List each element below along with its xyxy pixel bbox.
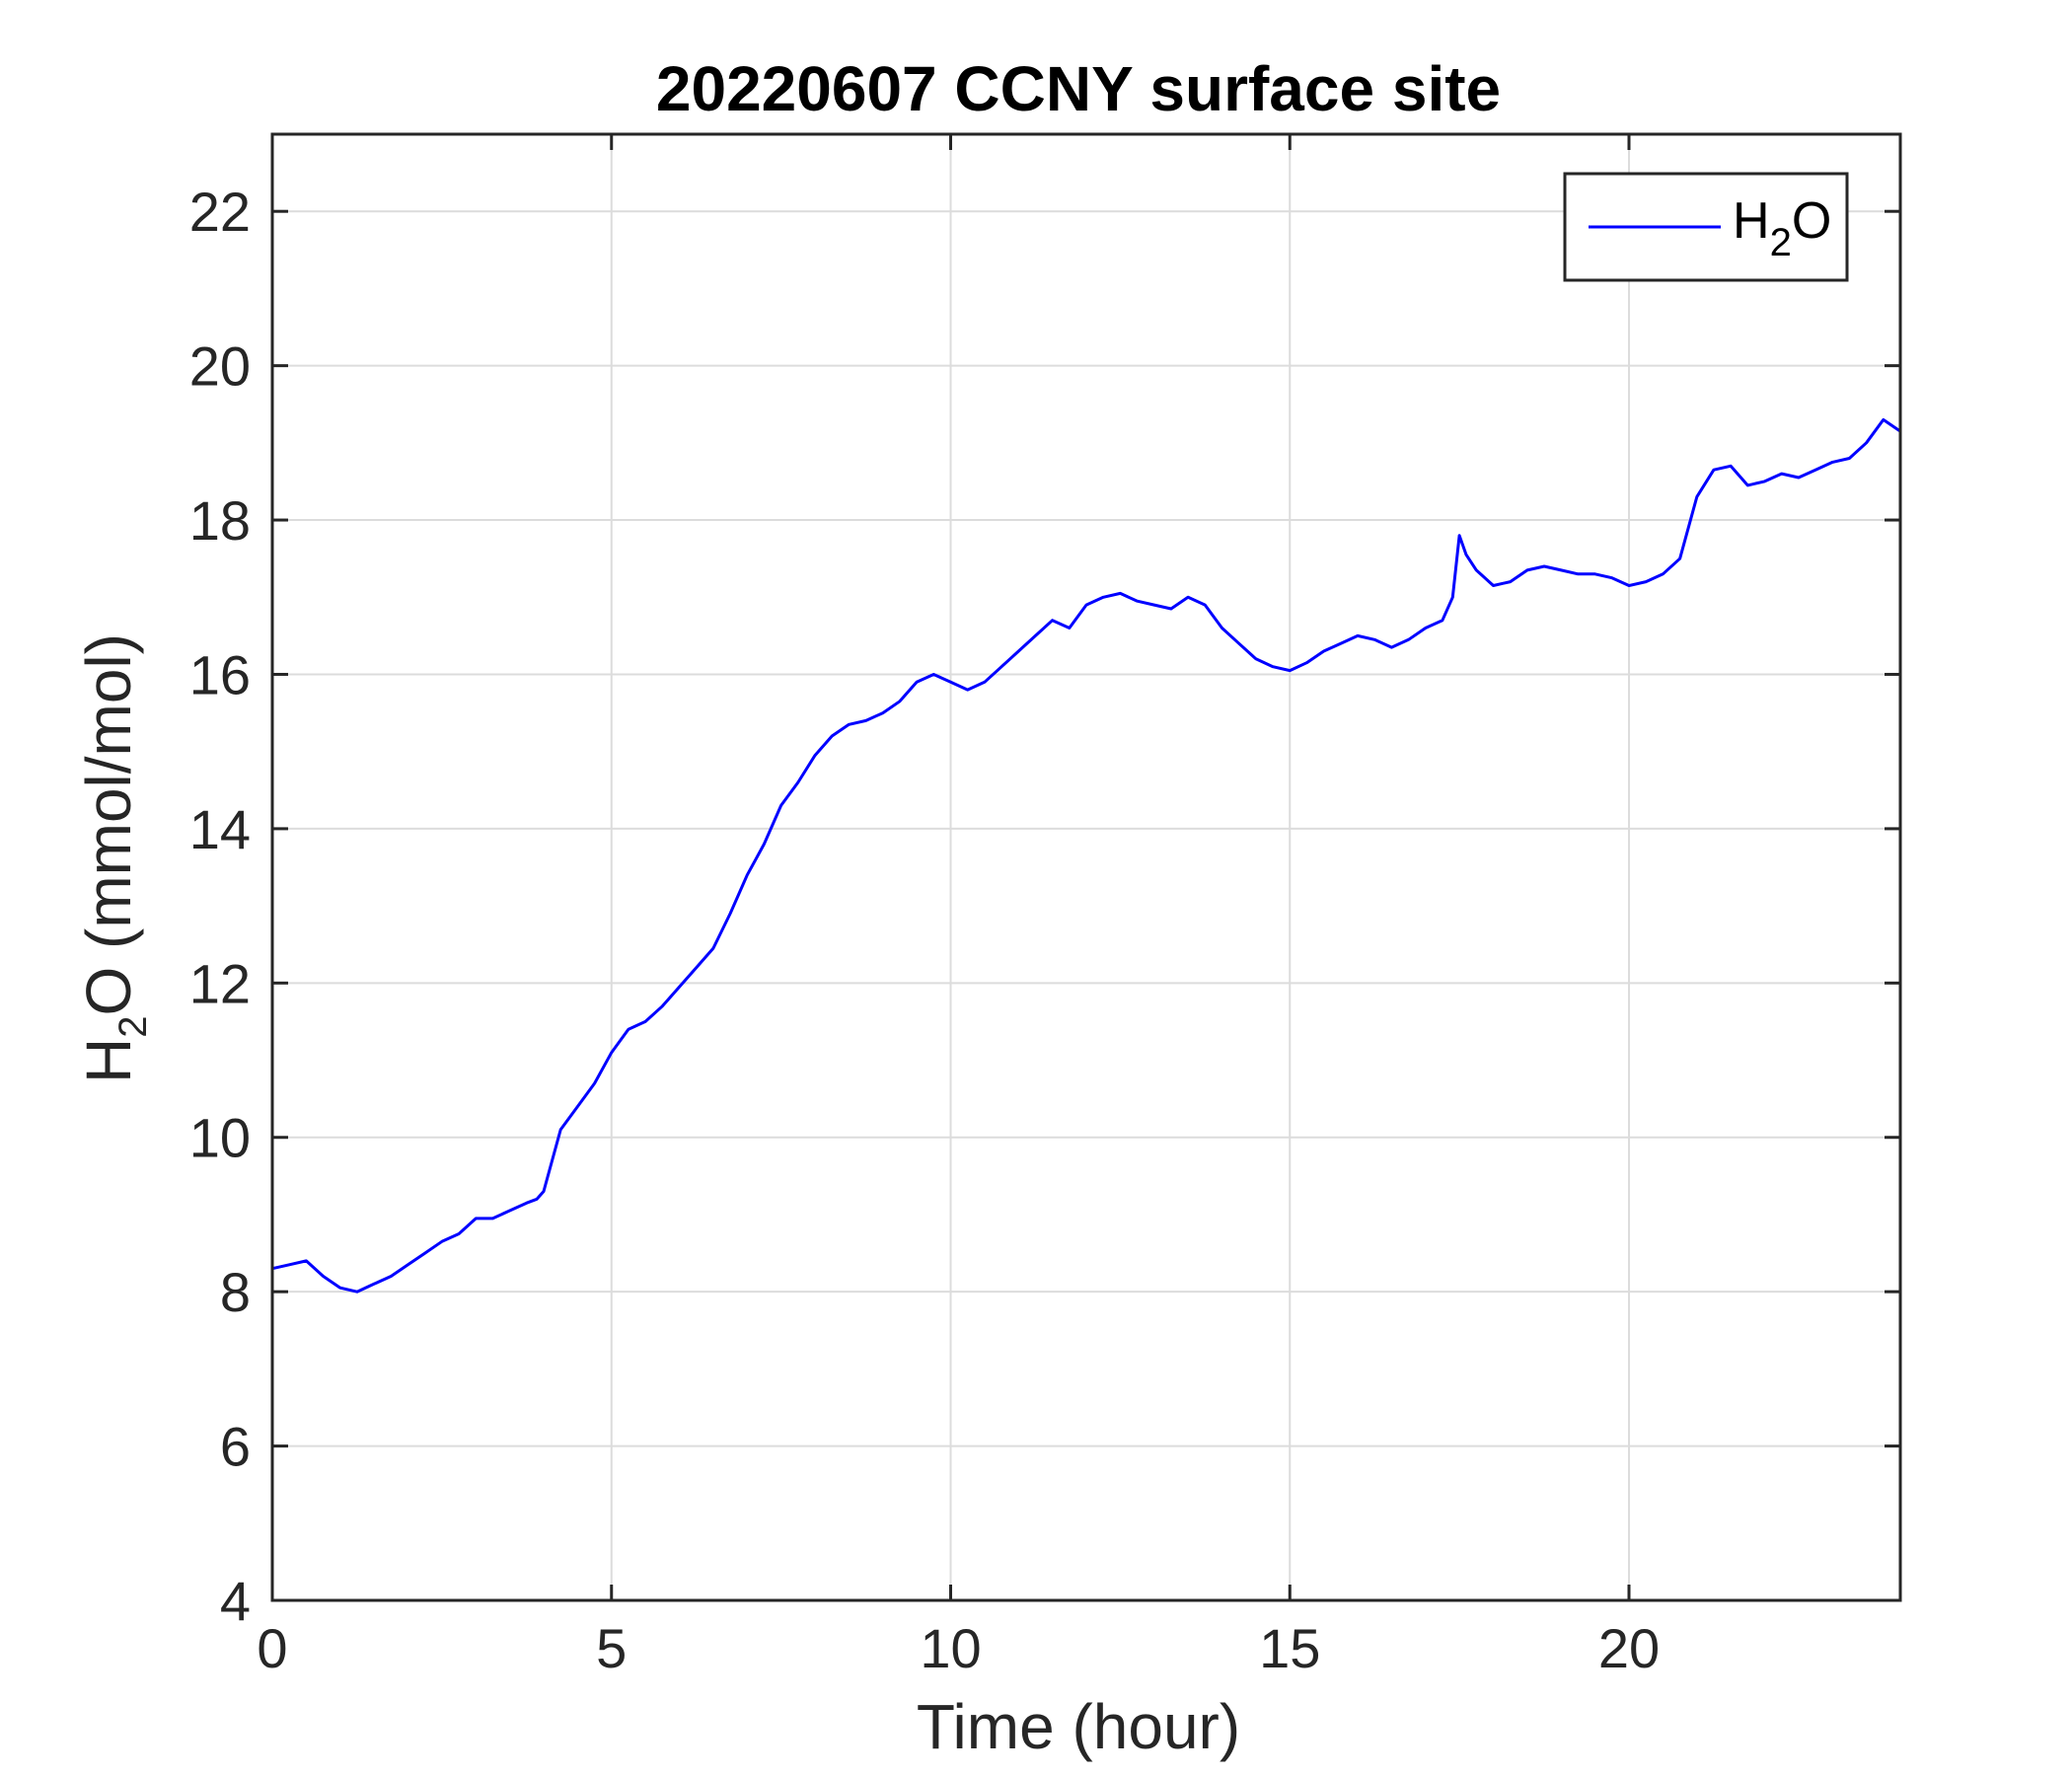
y-tick-label: 10 — [189, 1107, 251, 1169]
y-axis-label: H2O (mmol/mol) — [73, 633, 155, 1083]
plot-frame — [270, 132, 1902, 1602]
legend-label-o: O — [1792, 192, 1831, 250]
tick-marks — [270, 134, 1900, 1602]
y-tick-label: 20 — [189, 335, 251, 398]
y-tick-label: 6 — [220, 1416, 251, 1478]
y-tick-label: 8 — [220, 1261, 251, 1323]
y-tick-label: 16 — [189, 643, 251, 705]
legend-label-h: H — [1733, 192, 1770, 250]
series-layer — [271, 417, 1901, 1294]
x-tick-label: 5 — [596, 1617, 627, 1679]
x-tick-label: 0 — [257, 1617, 287, 1679]
y-tick-label: 12 — [189, 952, 251, 1014]
y-tick-label: 4 — [220, 1570, 251, 1632]
y-axis-label-h: H — [73, 1038, 144, 1083]
legend-label-subscript: 2 — [1770, 221, 1792, 264]
y-tick-label: 18 — [189, 489, 251, 552]
legend: H2O — [1563, 172, 1849, 282]
x-tick-label: 10 — [920, 1617, 981, 1679]
x-tick-labels: 0 5 10 15 20 — [257, 1617, 1660, 1679]
x-axis-label: Time (hour) — [917, 1691, 1240, 1762]
grid-lines — [271, 134, 1900, 1600]
y-tick-label: 14 — [189, 798, 251, 860]
x-tick-label: 20 — [1598, 1617, 1660, 1679]
y-tick-label: 22 — [189, 181, 251, 243]
x-tick-label: 15 — [1259, 1617, 1320, 1679]
y-axis-label-subscript: 2 — [111, 1016, 155, 1038]
legend-label: H2O — [1733, 192, 1831, 264]
series-line-h2o — [271, 417, 1901, 1294]
y-axis-label-rest: O (mmol/mol) — [73, 633, 144, 1016]
chart-title: 20220607 CCNY surface site — [656, 53, 1501, 124]
y-tick-labels: 4 6 8 10 12 14 16 18 20 22 — [189, 181, 251, 1632]
